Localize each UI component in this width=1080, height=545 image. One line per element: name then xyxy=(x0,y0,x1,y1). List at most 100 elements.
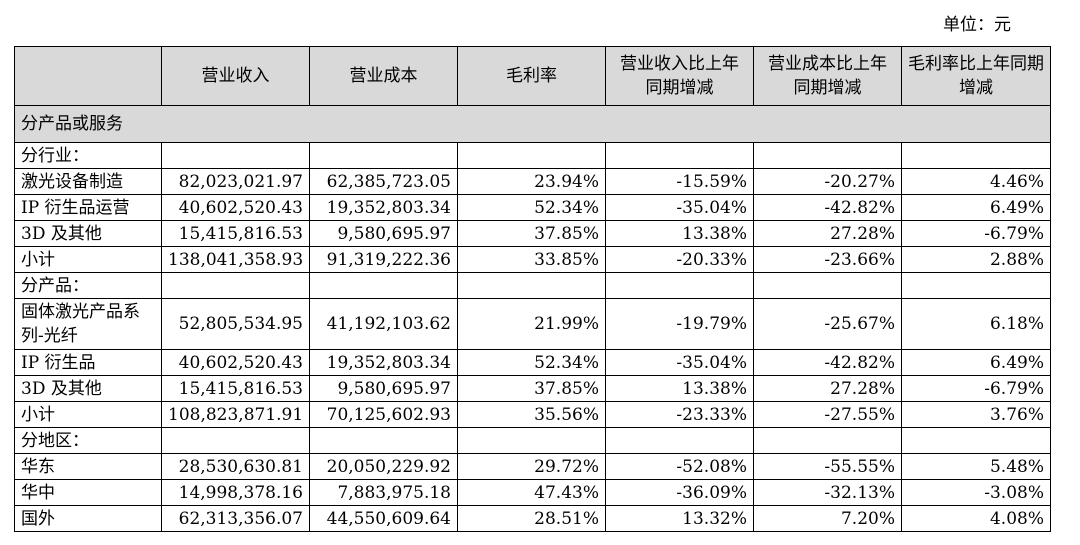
header-cost: 营业成本 xyxy=(309,46,458,106)
table-row: IP 衍生品 40,602,520.43 19,352,803.34 52.34% -3… xyxy=(14,349,1051,376)
value-cell: -42.82% xyxy=(753,349,902,376)
value-cell: 21.99% xyxy=(457,298,606,350)
empty-cell xyxy=(753,427,902,454)
value-cell: 35.56% xyxy=(457,401,606,428)
row-label: IP 衍生品 xyxy=(14,349,162,376)
group-title: 分行业： xyxy=(14,142,162,169)
table-row: 小计 108,823,871.91 70,125,602.93 35.56% -23.3… xyxy=(14,401,1051,428)
empty-cell xyxy=(605,427,754,454)
table-row: 小计 138,041,358.93 91,319,222.36 33.85% -20.3… xyxy=(14,246,1051,273)
value-cell: 4.08% xyxy=(901,505,1051,532)
value-cell: 14,998,378.16 xyxy=(161,479,310,506)
value-cell: 37.85% xyxy=(457,220,606,247)
group-title-row: 分地区： xyxy=(14,427,1051,454)
empty-cell xyxy=(309,142,458,169)
value-cell: -6.79% xyxy=(901,220,1051,247)
value-cell: 52.34% xyxy=(457,194,606,221)
value-cell: 2.88% xyxy=(901,246,1051,273)
empty-cell xyxy=(457,427,606,454)
value-cell: 20,050,229.92 xyxy=(309,453,458,480)
value-cell: -27.55% xyxy=(753,401,902,428)
empty-cell xyxy=(753,272,902,299)
header-cost-change: 营业成本比上年同期增减 xyxy=(753,46,902,106)
value-cell: 37.85% xyxy=(457,375,606,402)
empty-cell xyxy=(605,272,754,299)
empty-cell xyxy=(901,427,1051,454)
value-cell: -25.67% xyxy=(753,298,902,350)
table-row: IP 衍生品运营 40,602,520.43 19,352,803.34 52.34%… xyxy=(14,194,1051,221)
row-label: 固体激光产品系列-光纤 xyxy=(14,298,162,350)
value-cell: 70,125,602.93 xyxy=(309,401,458,428)
table-row: 华东 28,530,630.81 20,050,229.92 29.72% -52.08… xyxy=(14,453,1051,480)
value-cell: -23.33% xyxy=(605,401,754,428)
value-cell: -20.27% xyxy=(753,168,902,195)
empty-cell xyxy=(309,272,458,299)
revenue-table: 营业收入 营业成本 毛利率 营业收入比上年同期增减 营业成本比上年同期增减 毛利… xyxy=(14,46,1051,532)
table-header-row: 营业收入 营业成本 毛利率 营业收入比上年同期增减 营业成本比上年同期增减 毛利… xyxy=(14,46,1051,106)
value-cell: 3.76% xyxy=(901,401,1051,428)
table-row: 固体激光产品系列-光纤 52,805,534.95 41,192,103.62 21.… xyxy=(14,298,1051,350)
value-cell: 40,602,520.43 xyxy=(161,194,310,221)
header-gross-margin: 毛利率 xyxy=(457,46,606,106)
value-cell: 13.38% xyxy=(605,220,754,247)
value-cell: 9,580,695.97 xyxy=(309,220,458,247)
value-cell: 15,415,816.53 xyxy=(161,220,310,247)
value-cell: 13.38% xyxy=(605,375,754,402)
row-label: 小计 xyxy=(14,401,162,428)
group-title: 分地区： xyxy=(14,427,162,454)
section-title: 分产品或服务 xyxy=(14,105,1051,143)
group-title-row: 分产品： xyxy=(14,272,1051,299)
header-revenue: 营业收入 xyxy=(161,46,310,106)
table-row: 国外 62,313,356.07 44,550,609.64 28.51% 13.32%… xyxy=(14,505,1051,532)
empty-cell xyxy=(161,427,310,454)
value-cell: 23.94% xyxy=(457,168,606,195)
value-cell: 9,580,695.97 xyxy=(309,375,458,402)
empty-cell xyxy=(309,427,458,454)
row-label: IP 衍生品运营 xyxy=(14,194,162,221)
empty-cell xyxy=(605,142,754,169)
value-cell: 19,352,803.34 xyxy=(309,194,458,221)
value-cell: 15,415,816.53 xyxy=(161,375,310,402)
header-revenue-change: 营业收入比上年同期增减 xyxy=(605,46,754,106)
row-label: 3D 及其他 xyxy=(14,220,162,247)
value-cell: 47.43% xyxy=(457,479,606,506)
value-cell: 5.48% xyxy=(901,453,1051,480)
empty-cell xyxy=(901,142,1051,169)
row-label: 国外 xyxy=(14,505,162,532)
value-cell: -15.59% xyxy=(605,168,754,195)
value-cell: 13.32% xyxy=(605,505,754,532)
unit-label: 单位：元 xyxy=(943,15,1011,35)
table-row: 激光设备制造 82,023,021.97 62,385,723.05 23.94% -1… xyxy=(14,168,1051,195)
value-cell: -52.08% xyxy=(605,453,754,480)
value-cell: -3.08% xyxy=(901,479,1051,506)
value-cell: 27.28% xyxy=(753,375,902,402)
value-cell: 108,823,871.91 xyxy=(161,401,310,428)
empty-cell xyxy=(161,272,310,299)
group-title-row: 分行业： xyxy=(14,142,1051,169)
header-margin-change: 毛利率比上年同期增减 xyxy=(901,46,1051,106)
value-cell: 28,530,630.81 xyxy=(161,453,310,480)
empty-cell xyxy=(161,142,310,169)
empty-cell xyxy=(457,272,606,299)
value-cell: -55.55% xyxy=(753,453,902,480)
value-cell: -6.79% xyxy=(901,375,1051,402)
row-label: 小计 xyxy=(14,246,162,273)
table-row: 3D 及其他 15,415,816.53 9,580,695.97 37.85% 13.… xyxy=(14,220,1051,247)
value-cell: 138,041,358.93 xyxy=(161,246,310,273)
value-cell: 6.49% xyxy=(901,194,1051,221)
value-cell: -20.33% xyxy=(605,246,754,273)
table-row: 3D 及其他 15,415,816.53 9,580,695.97 37.85% 13.… xyxy=(14,375,1051,402)
table-row: 华中 14,998,378.16 7,883,975.18 47.43% -36.09%… xyxy=(14,479,1051,506)
value-cell: 52.34% xyxy=(457,349,606,376)
value-cell: 27.28% xyxy=(753,220,902,247)
value-cell: 29.72% xyxy=(457,453,606,480)
value-cell: 40,602,520.43 xyxy=(161,349,310,376)
row-label: 激光设备制造 xyxy=(14,168,162,195)
empty-cell xyxy=(753,142,902,169)
value-cell: 6.49% xyxy=(901,349,1051,376)
value-cell: -35.04% xyxy=(605,194,754,221)
value-cell: 19,352,803.34 xyxy=(309,349,458,376)
value-cell: 6.18% xyxy=(901,298,1051,350)
value-cell: 91,319,222.36 xyxy=(309,246,458,273)
section-row: 分产品或服务 xyxy=(14,105,1051,143)
